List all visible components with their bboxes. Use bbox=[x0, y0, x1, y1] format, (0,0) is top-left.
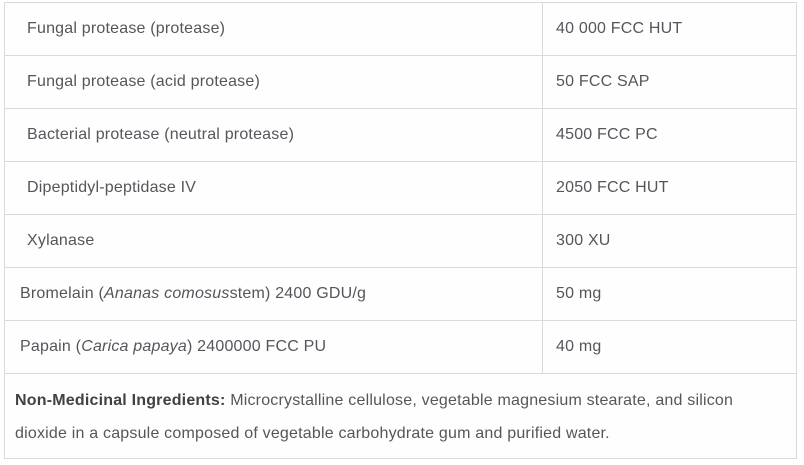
ingredient-amount-cell: 50 FCC SAP bbox=[542, 55, 796, 108]
non-medicinal-ingredients-row: Non-Medicinal Ingredients: Microcrystall… bbox=[5, 373, 796, 458]
ingredient-name-cell: Fungal protease (protease) bbox=[5, 3, 542, 55]
ingredient-name: Bromelain ( bbox=[20, 285, 105, 302]
ingredient-name-suffix: stem) 2400 GDU/g bbox=[229, 285, 367, 302]
ingredient-name: Xylanase bbox=[27, 232, 95, 249]
ingredient-name-cell: Bromelain (Ananas comosus stem) 2400 GDU… bbox=[5, 267, 542, 320]
ingredient-name: Dipeptidyl-peptidase IV bbox=[27, 179, 197, 196]
ingredient-name: Fungal protease (protease) bbox=[27, 20, 226, 37]
ingredient-name-cell: Papain (Carica papaya) 2400000 FCC PU bbox=[5, 320, 542, 373]
ingredient-amount-cell: 40 mg bbox=[542, 320, 796, 373]
ingredient-name: Bacterial protease (neutral protease) bbox=[27, 126, 295, 143]
ingredient-name: Papain ( bbox=[20, 338, 82, 355]
ingredient-name: Fungal protease (acid protease) bbox=[27, 73, 260, 90]
non-medicinal-ingredients-text: Microcrystalline cellulose, vegetable ma… bbox=[15, 392, 734, 442]
ingredient-amount-cell: 300 XU bbox=[542, 214, 796, 267]
non-medicinal-ingredients-label: Non-Medicinal Ingredients: bbox=[15, 392, 226, 409]
ingredient-amount-cell: 50 mg bbox=[542, 267, 796, 320]
ingredient-name-cell: Dipeptidyl-peptidase IV bbox=[5, 161, 542, 214]
ingredients-table: Fungal protease (protease) 40 000 FCC HU… bbox=[4, 2, 797, 459]
ingredient-latin-name: Ananas comosus bbox=[104, 285, 230, 302]
ingredient-amount-cell: 2050 FCC HUT bbox=[542, 161, 796, 214]
ingredient-amount-cell: 40 000 FCC HUT bbox=[542, 3, 796, 55]
ingredient-name-suffix: ) 2400000 FCC PU bbox=[186, 338, 327, 355]
ingredient-name-cell: Fungal protease (acid protease) bbox=[5, 55, 542, 108]
ingredient-name-cell: Bacterial protease (neutral protease) bbox=[5, 108, 542, 161]
ingredient-name-cell: Xylanase bbox=[5, 214, 542, 267]
ingredient-amount-cell: 4500 FCC PC bbox=[542, 108, 796, 161]
ingredient-latin-name: Carica papaya bbox=[81, 338, 187, 355]
